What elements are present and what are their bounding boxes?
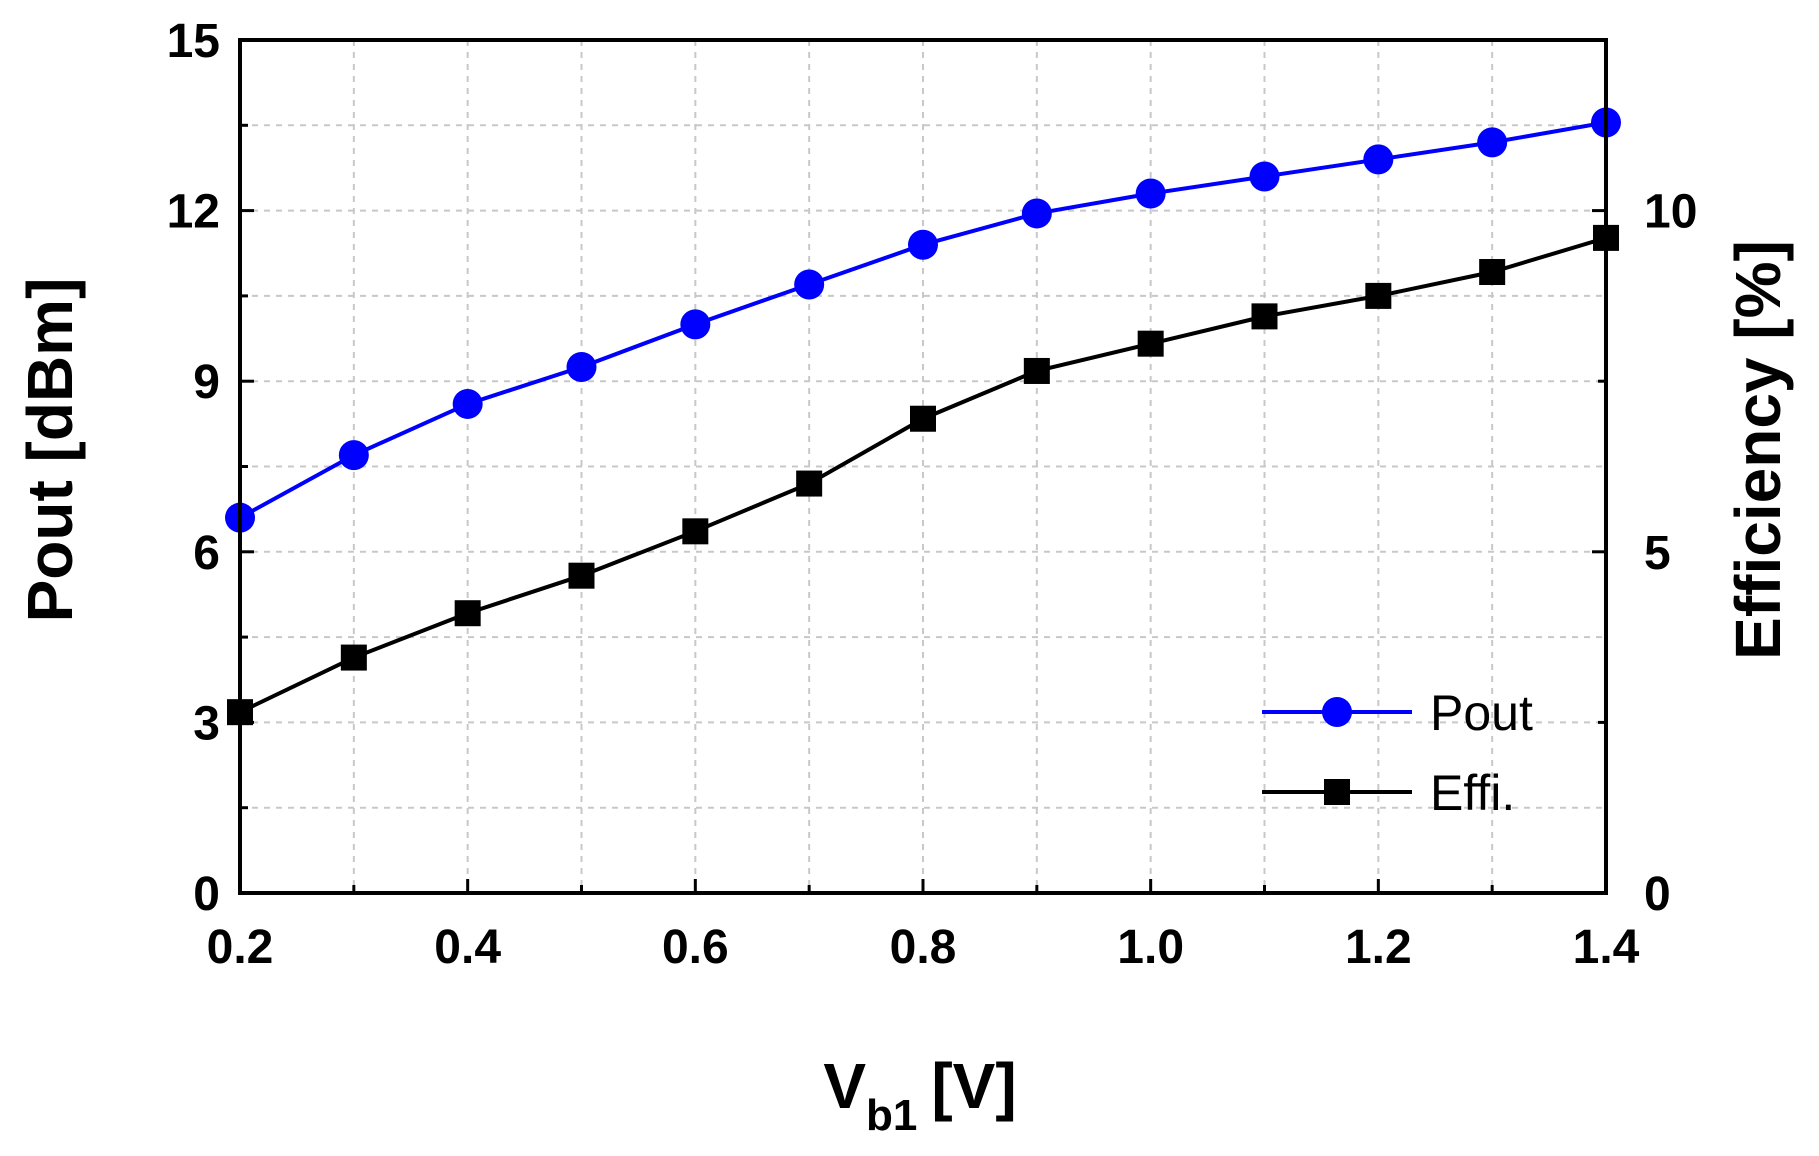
point-marker [796, 470, 823, 497]
y-tick-label-left: 12 [167, 186, 220, 239]
x-tick-label: 0.4 [434, 921, 501, 974]
x-axis-title-main: V [823, 1050, 866, 1122]
point-marker [1363, 144, 1394, 175]
point-marker [452, 388, 483, 419]
y-tick-label-right: 5 [1644, 527, 1671, 580]
point-marker [680, 309, 711, 340]
y-tick-label-left: 0 [193, 868, 220, 921]
legend-marker [1322, 697, 1352, 727]
x-tick-label: 1.2 [1345, 921, 1412, 974]
x-tick-label: 0.8 [890, 921, 957, 974]
point-marker [1137, 330, 1164, 357]
point-marker [682, 518, 709, 545]
x-tick-label: 1.4 [1573, 921, 1640, 974]
point-marker [1365, 282, 1392, 309]
y-tick-label-left: 9 [193, 356, 220, 409]
point-marker [794, 269, 825, 300]
legend-label: Pout [1430, 685, 1533, 741]
point-marker [1479, 259, 1506, 286]
point-marker [1251, 303, 1278, 330]
legend-label: Effi. [1430, 765, 1515, 821]
point-marker [908, 229, 938, 260]
y-axis-title-left: Pout [dBm] [14, 278, 86, 623]
x-axis-title: Vb1 [V] [823, 1050, 1016, 1140]
grid-layer [240, 40, 1606, 893]
point-marker [454, 600, 481, 627]
point-marker [910, 405, 936, 432]
y-axis-title-right: Efficiency [%] [1722, 240, 1794, 660]
x-tick-label: 0.6 [662, 921, 729, 974]
x-axis-title-unit: [V] [931, 1050, 1016, 1122]
x-axis-title-sub: b1 [866, 1091, 917, 1140]
y-tick-label-left: 6 [193, 527, 220, 580]
y-tick-label-right: 10 [1644, 186, 1697, 239]
y-tick-label-right: 0 [1644, 868, 1671, 921]
legend: Pout Effi. [1262, 685, 1533, 821]
y-tick-label-left: 3 [193, 697, 220, 750]
point-marker [338, 440, 369, 471]
point-marker [1023, 357, 1050, 384]
x-tick-label: 0.2 [207, 921, 274, 974]
point-marker [1249, 161, 1280, 192]
point-marker [568, 562, 595, 589]
legend-marker [1324, 779, 1350, 805]
x-tick-label: 1.0 [1117, 921, 1184, 974]
series-layer [225, 107, 1621, 726]
point-marker [340, 644, 367, 671]
point-marker [1477, 127, 1508, 158]
point-marker [1135, 178, 1166, 209]
point-marker [566, 351, 597, 382]
point-marker [1021, 198, 1052, 229]
y-tick-label-left: 15 [167, 15, 220, 68]
